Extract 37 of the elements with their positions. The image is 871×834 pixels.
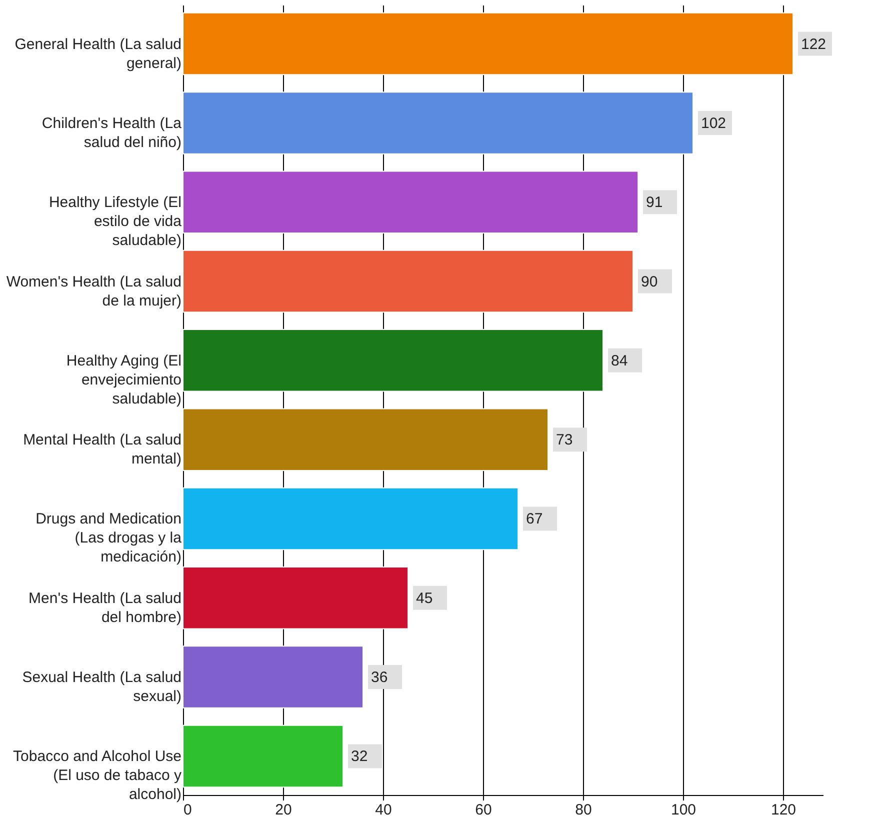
bar (182, 250, 634, 313)
y-tick-label: Women's Health (La salud de la mujer) (6, 273, 182, 310)
x-tick-label: 60 (475, 802, 492, 818)
data-label: 84 (611, 352, 628, 370)
data-label: 91 (646, 194, 663, 212)
x-tick-label: 80 (575, 802, 592, 818)
data-label: 45 (416, 590, 433, 607)
bar (182, 329, 604, 392)
y-tick-label: Sexual Health (La salud sexual) (22, 669, 182, 706)
bar (182, 408, 548, 471)
data-label: 36 (371, 669, 388, 686)
data-label: 102 (701, 114, 726, 132)
x-tick-label: 120 (770, 802, 796, 818)
y-tick-label: Drugs and Medication (Las drogas y la medicación) (36, 510, 182, 566)
bar (182, 12, 794, 76)
x-tick-label: 40 (375, 802, 392, 818)
bar (182, 92, 694, 154)
bar (182, 487, 518, 550)
data-label: 90 (641, 273, 658, 290)
x-tick-label: 20 (275, 802, 292, 818)
y-tick-label: General Health (La salud general) (14, 36, 182, 72)
x-tick-label: 0 (184, 802, 192, 818)
bar (182, 646, 364, 708)
bar (182, 566, 408, 630)
bar (182, 724, 344, 788)
y-tick-label: Children's Health (La salud del niño) (42, 114, 182, 151)
y-tick-label: Healthy Aging (El envejecimiento saludable) (66, 352, 182, 408)
data-label: 122 (801, 36, 826, 53)
y-tick-label: Tobacco and Alcohol Use (El uso de tabaco y alcohol) (13, 748, 182, 804)
data-label: 73 (556, 432, 573, 449)
y-tick-label: Mental Health (La salud mental) (23, 432, 182, 468)
data-label: 32 (351, 748, 368, 766)
x-tick-label: 100 (670, 802, 696, 818)
data-label: 67 (526, 510, 543, 528)
y-tick-label: Men's Health (La salud del hombre) (28, 590, 182, 626)
bar (182, 170, 638, 234)
y-tick-label: Healthy Lifestyle (El estilo de vida saludable) (48, 194, 182, 250)
